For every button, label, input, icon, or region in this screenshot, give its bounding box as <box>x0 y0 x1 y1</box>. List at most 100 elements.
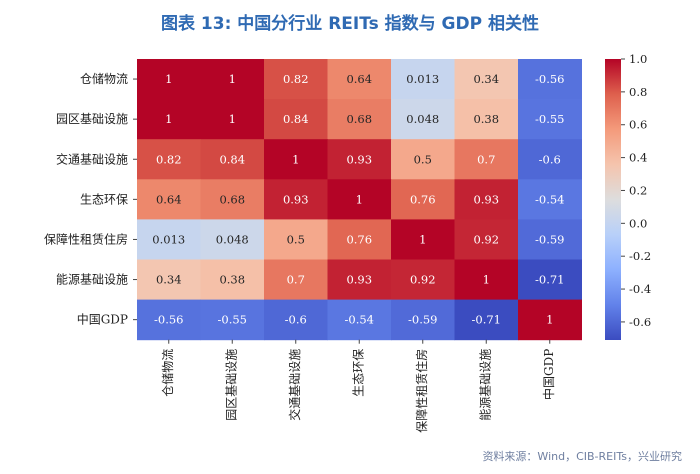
col-label: 交通基础设施 <box>287 349 302 421</box>
heatmap-cell <box>327 259 392 301</box>
cell-value-label: 0.64 <box>156 192 182 206</box>
cell-value-label: 0.68 <box>346 112 372 126</box>
heatmap-cell <box>137 99 201 140</box>
heatmap-cell <box>264 219 328 260</box>
heatmap-cell <box>327 179 392 220</box>
colorbar-tick-label: 0.0 <box>629 216 647 230</box>
cell-value-label: 1 <box>546 313 553 327</box>
cell-value-label: 0.013 <box>406 72 439 86</box>
heatmap-cell <box>137 219 201 260</box>
cell-value-label: 0.38 <box>219 273 245 287</box>
cell-value-label: 0.68 <box>219 192 245 206</box>
heatmap-cell <box>518 259 582 301</box>
heatmap-cell <box>200 299 265 341</box>
heatmap-cell <box>454 99 519 140</box>
colorbar-tick-label: -0.6 <box>629 315 651 329</box>
cell-value-label: 0.76 <box>346 232 372 246</box>
cell-value-label: 0.7 <box>477 152 495 166</box>
heatmap-cell <box>200 139 265 180</box>
cell-value-label: 0.048 <box>216 232 249 246</box>
heatmap-cell <box>391 139 455 180</box>
colorbar-tick-label: 1.0 <box>629 52 647 66</box>
heatmap-cell <box>137 299 201 341</box>
cell-value-label: 0.93 <box>283 192 309 206</box>
cell-value-label: -0.54 <box>345 313 375 327</box>
heatmap-cell <box>200 179 265 220</box>
source-note: 资料来源：Wind，CIB-REITs，兴业研究 <box>482 450 682 463</box>
heatmap-cell <box>137 139 201 180</box>
heatmap-cell <box>518 179 582 220</box>
cell-value-label: -0.71 <box>535 273 565 287</box>
colorbar-tick-label: -0.4 <box>629 282 651 296</box>
cell-value-label: 0.34 <box>473 72 499 86</box>
cell-value-label: -0.59 <box>535 232 565 246</box>
cell-value-label: 0.92 <box>410 273 436 287</box>
heatmap-cell <box>454 299 519 341</box>
cell-value-label: 0.048 <box>406 112 439 126</box>
chart-title: 图表 13: 中国分行业 REITs 指数与 GDP 相关性 <box>161 14 539 34</box>
row-label: 生态环保 <box>80 192 128 206</box>
col-label: 仓储物流 <box>160 349 175 397</box>
cell-value-label: 0.82 <box>283 72 309 86</box>
cell-value-label: 0.64 <box>346 72 372 86</box>
row-label: 仓储物流 <box>80 71 128 86</box>
cell-value-label: -0.55 <box>535 112 565 126</box>
row-label: 中国GDP <box>77 312 128 327</box>
cell-value-label: 1 <box>356 192 363 206</box>
heatmap-cell <box>200 99 265 140</box>
heatmap-cell <box>454 59 519 100</box>
cell-value-label: 0.38 <box>473 112 499 126</box>
heatmap-cell <box>391 59 455 100</box>
cell-value-label: 1 <box>165 72 172 86</box>
colorbar-tick-label: 0.4 <box>629 151 647 165</box>
col-label: 保障性租赁住房 <box>414 349 429 433</box>
colorbar <box>605 59 621 340</box>
cell-value-label: 0.92 <box>473 232 499 246</box>
cell-value-label: 1 <box>483 273 490 287</box>
heatmap-cell <box>200 59 265 100</box>
heatmap-cell <box>454 139 519 180</box>
heatmap-cell <box>518 59 582 100</box>
heatmap-cell <box>327 299 392 341</box>
cell-value-label: 0.82 <box>156 152 182 166</box>
cell-value-label: -0.56 <box>154 313 184 327</box>
heatmap-cell <box>518 139 582 180</box>
heatmap-cell <box>518 219 582 260</box>
heatmap-cell <box>327 219 392 260</box>
heatmap-cell <box>327 139 392 180</box>
heatmap-cell <box>137 59 201 100</box>
heatmap-cell <box>200 219 265 260</box>
heatmap-cell <box>454 219 519 260</box>
cell-value-label: 1 <box>229 112 236 126</box>
heatmap-cell <box>454 179 519 220</box>
colorbar-tick-label: 0.2 <box>629 183 647 197</box>
cell-value-label: 0.84 <box>283 112 309 126</box>
cell-value-label: 0.013 <box>152 232 185 246</box>
cell-value-label: -0.54 <box>535 192 565 206</box>
col-label: 生态环保 <box>352 349 366 397</box>
cell-value-label: 1 <box>229 72 236 86</box>
cell-value-label: 0.84 <box>219 152 245 166</box>
heatmap-cell <box>518 99 582 140</box>
heatmap-cell <box>327 59 392 100</box>
heatmap-cell <box>327 99 392 140</box>
col-label: 园区基础设施 <box>225 349 239 421</box>
cell-value-label: -0.71 <box>472 313 502 327</box>
cell-value-label: 0.7 <box>287 273 305 287</box>
col-label: 能源基础设施 <box>479 349 493 421</box>
row-label: 交通基础设施 <box>56 151 128 166</box>
cell-value-label: -0.55 <box>218 313 248 327</box>
heatmap-cell <box>391 299 455 341</box>
heatmap-cell <box>137 259 201 301</box>
cell-value-label: -0.59 <box>408 313 438 327</box>
cell-value-label: 0.5 <box>414 152 432 166</box>
cell-value-label: 0.5 <box>287 232 305 246</box>
heatmap-cell <box>391 259 455 301</box>
cell-value-label: -0.6 <box>539 152 561 166</box>
cell-value-label: -0.56 <box>535 72 565 86</box>
heatmap-cell <box>264 59 328 100</box>
heatmap-cell <box>264 299 328 341</box>
heatmap-cell <box>264 99 328 140</box>
heatmap-cell <box>137 179 201 220</box>
